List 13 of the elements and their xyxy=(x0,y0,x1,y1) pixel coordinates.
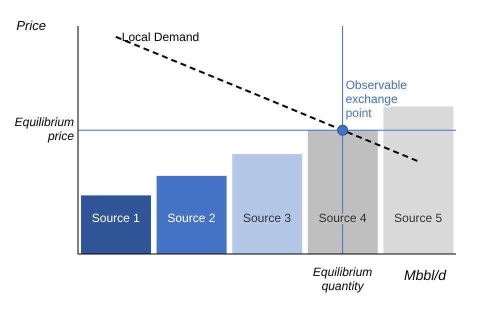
x-tick-label: Source 3 xyxy=(242,211,292,225)
ref-line-label: Equilibrium price xyxy=(14,115,74,144)
x-tick-label: Source 2 xyxy=(167,211,216,225)
x-tick-label: Source 1 xyxy=(92,211,140,225)
y-axis-title: Price xyxy=(16,18,46,33)
series-label: Local Demand xyxy=(122,30,200,44)
annotation: Observable exchange point xyxy=(346,78,408,120)
bar xyxy=(383,106,454,254)
x-axis-title: Mbbl/d xyxy=(404,267,448,283)
ref-line-label: Equilibrium quantity xyxy=(312,265,372,293)
bar xyxy=(232,154,302,254)
bar xyxy=(308,130,378,254)
x-tick-label: Source 5 xyxy=(394,211,443,225)
